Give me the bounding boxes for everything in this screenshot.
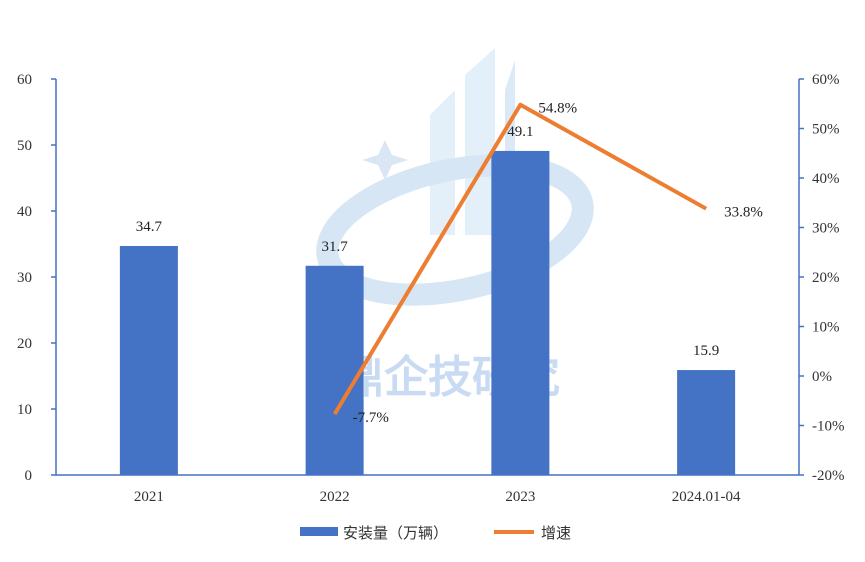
- legend: 安装量（万辆） 增速: [300, 524, 571, 542]
- right-tick-label: -20%: [812, 468, 845, 484]
- line-data-label: 54.8%: [538, 101, 577, 117]
- legend-label-line: 增速: [541, 524, 571, 542]
- left-tick-label: 30: [17, 270, 32, 286]
- right-tick-label: 10%: [812, 320, 840, 336]
- category-labels: 2021 2022 2023 2024.01-04: [134, 489, 741, 505]
- right-tick-label: 0%: [812, 369, 832, 385]
- bar: [119, 245, 178, 475]
- right-tick-label: 60%: [812, 72, 840, 88]
- left-axis-ticks: 0 10 20 30 40 50 60: [17, 72, 56, 484]
- left-tick-label: 10: [17, 402, 32, 418]
- right-tick-label: 40%: [812, 171, 840, 187]
- right-tick-label: 50%: [812, 122, 840, 138]
- left-tick-label: 0: [25, 468, 33, 484]
- left-tick-label: 20: [17, 336, 32, 352]
- bar-series: 34.7 31.7 49.1 15.9: [119, 124, 736, 475]
- line-series: -7.7% 54.8% 33.8%: [332, 101, 763, 426]
- right-axis-ticks: -20% -10% 0% 10% 20% 30% 40% 50% 60%: [799, 72, 845, 484]
- line-data-label: -7.7%: [353, 410, 389, 426]
- legend-swatch-bar: [300, 527, 338, 536]
- legend-label-bar: 安装量（万辆）: [343, 524, 448, 542]
- right-tick-label: 30%: [812, 221, 840, 237]
- bar-data-label: 34.7: [136, 219, 163, 235]
- right-tick-label: -10%: [812, 419, 845, 435]
- category-label: 2023: [505, 489, 535, 505]
- bar: [491, 150, 550, 475]
- bar: [305, 265, 364, 475]
- category-label: 2021: [134, 489, 164, 505]
- left-tick-label: 50: [17, 138, 32, 154]
- growth-line: [332, 102, 708, 416]
- left-tick-label: 60: [17, 72, 32, 88]
- bar-data-label: 49.1: [507, 124, 533, 140]
- category-label: 2024.01-04: [672, 489, 741, 505]
- category-label: 2022: [320, 489, 350, 505]
- left-tick-label: 40: [17, 204, 32, 220]
- bar-data-label: 31.7: [322, 239, 349, 255]
- bar-data-label: 15.9: [693, 343, 719, 359]
- bar: [677, 370, 736, 475]
- right-tick-label: 20%: [812, 270, 840, 286]
- line-data-label: 33.8%: [724, 205, 763, 221]
